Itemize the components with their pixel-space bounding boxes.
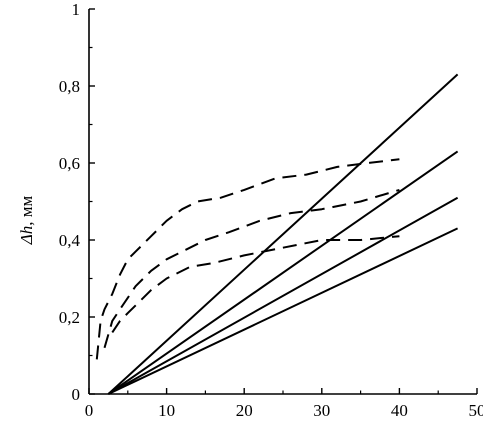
- x-tick-label: 40: [391, 401, 408, 420]
- dashed-series-line-6: [103, 188, 400, 349]
- y-tick-label: 1: [72, 0, 81, 19]
- y-tick-label: 0: [72, 385, 81, 404]
- x-axis-ticks: 0 10 20 30 40 50: [85, 388, 483, 420]
- solid-series-line-1: [107, 73, 459, 395]
- y-axis-label-unit: , мм: [17, 196, 36, 226]
- y-tick-label: 0,6: [59, 154, 80, 173]
- dashed-series-line-5: [95, 158, 400, 360]
- x-tick-label: 20: [236, 401, 253, 420]
- x-tick-label: 30: [313, 401, 330, 420]
- y-axis-label-symbol: Δh: [17, 226, 36, 245]
- x-tick-label: 50: [469, 401, 483, 420]
- axes: [88, 9, 477, 395]
- dashed-series-line-7: [111, 235, 400, 333]
- series-group: [95, 73, 459, 395]
- y-axis-ticks: 0 0,2 0,4 0,6 0,8 1: [59, 0, 95, 404]
- solid-series-line-2: [107, 150, 459, 395]
- x-tick-label: 0: [85, 401, 94, 420]
- y-tick-label: 0,2: [59, 308, 80, 327]
- solid-series-line-3: [107, 196, 459, 395]
- solid-series-line-4: [107, 227, 459, 395]
- y-tick-label: 0,4: [59, 231, 81, 250]
- y-axis-label: Δh, мм: [17, 196, 36, 246]
- x-tick-label: 10: [158, 401, 175, 420]
- y-tick-label: 0,8: [59, 77, 80, 96]
